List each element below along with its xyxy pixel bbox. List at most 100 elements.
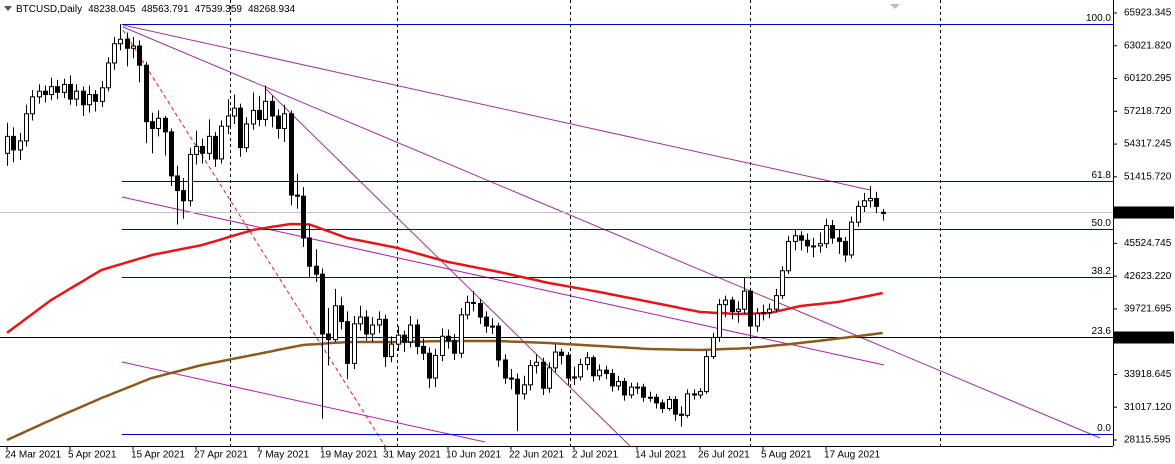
trendline bbox=[121, 361, 486, 443]
candle-body bbox=[402, 334, 407, 343]
candle-body bbox=[459, 314, 464, 354]
candle-body bbox=[679, 413, 684, 416]
candle-body bbox=[862, 200, 867, 207]
candle-body bbox=[761, 312, 766, 315]
header: BTCUSD,Daily 48238.045 48563.791 47539.359 4… bbox=[16, 4, 296, 15]
trendlines bbox=[121, 24, 1101, 447]
x-tick-label: 7 May 2021 bbox=[257, 450, 310, 461]
y-tick-label: 60120.295 bbox=[1124, 73, 1172, 84]
candle-body bbox=[660, 402, 665, 410]
fib-label: 100.0 bbox=[1086, 13, 1111, 24]
x-tick-label: 5 Aug 2021 bbox=[761, 450, 812, 461]
moving-average bbox=[6, 222, 883, 334]
candle-body bbox=[200, 146, 205, 154]
x-tick-label: 31 May 2021 bbox=[383, 450, 441, 461]
candle-body bbox=[685, 393, 690, 416]
candle-body bbox=[830, 225, 835, 239]
candle-body bbox=[837, 237, 842, 242]
candle-body bbox=[144, 64, 149, 123]
candle-body bbox=[780, 270, 785, 297]
current-price-label: 48268.934 bbox=[1124, 207, 1172, 218]
candle-body bbox=[24, 113, 29, 142]
marker-icon bbox=[890, 4, 900, 9]
x-tick-label: 15 Apr 2021 bbox=[131, 450, 185, 461]
vertical-grid bbox=[230, 0, 941, 446]
candle-body bbox=[490, 325, 495, 328]
candle-body bbox=[767, 308, 772, 314]
candle-body bbox=[553, 351, 558, 369]
candle-body bbox=[125, 38, 130, 49]
candle-body bbox=[641, 386, 646, 398]
candle-body bbox=[383, 318, 388, 358]
candle-body bbox=[257, 109, 262, 120]
candle-body bbox=[528, 365, 533, 386]
fib-label: 23.6 bbox=[1092, 326, 1112, 337]
y-tick-label: 28115.595 bbox=[1124, 435, 1171, 446]
candle-body bbox=[301, 195, 306, 239]
candle-body bbox=[131, 45, 136, 49]
candle-body bbox=[81, 90, 86, 106]
candle-body bbox=[452, 340, 457, 354]
candle-body bbox=[654, 396, 659, 404]
candle-body bbox=[276, 115, 281, 129]
candle-body bbox=[585, 357, 590, 366]
candle-body bbox=[408, 324, 413, 343]
y-tick-label: 57218.720 bbox=[1124, 106, 1172, 117]
candle-body bbox=[156, 117, 161, 129]
candle-body bbox=[446, 335, 451, 342]
candle-body bbox=[49, 86, 54, 96]
candle-body bbox=[786, 240, 791, 272]
candle-body bbox=[396, 334, 401, 345]
header-value: 48268.934 bbox=[248, 4, 296, 15]
header-icon bbox=[4, 6, 12, 11]
candle-body bbox=[503, 359, 508, 379]
candle-body bbox=[616, 380, 621, 387]
fib-label: 38.2 bbox=[1092, 266, 1112, 277]
candle-body bbox=[11, 135, 16, 151]
candle-body bbox=[604, 369, 609, 375]
candle-body bbox=[427, 352, 432, 379]
candle-body bbox=[484, 316, 489, 327]
candle-body bbox=[849, 221, 854, 256]
candle-body bbox=[244, 123, 249, 149]
x-tick-label: 27 Apr 2021 bbox=[194, 450, 248, 461]
candle-body bbox=[515, 378, 520, 395]
level-label-box bbox=[1114, 331, 1174, 344]
candle-body bbox=[843, 240, 848, 256]
candle-body bbox=[622, 380, 627, 396]
candle-body bbox=[358, 316, 363, 325]
y-tick-label: 31017.120 bbox=[1124, 402, 1172, 413]
candle-body bbox=[37, 90, 42, 98]
candle-body bbox=[811, 245, 816, 248]
candle-body bbox=[339, 305, 344, 323]
candle-body bbox=[736, 308, 741, 312]
candle-body bbox=[673, 399, 678, 415]
candle-body bbox=[874, 197, 879, 207]
candle-body bbox=[295, 194, 300, 197]
candle-body bbox=[352, 323, 357, 364]
y-tick-label: 63021.820 bbox=[1124, 40, 1172, 51]
candle-body bbox=[106, 62, 111, 89]
candle-body bbox=[389, 343, 394, 358]
level-label: 37193.164 bbox=[1124, 332, 1172, 343]
candle-body bbox=[289, 113, 294, 196]
candle-body bbox=[169, 131, 174, 177]
candle-body bbox=[377, 318, 382, 326]
candle-body bbox=[566, 354, 571, 379]
candle-body bbox=[597, 369, 602, 377]
candle-body bbox=[18, 140, 23, 151]
x-tick-label: 2 Jul 2021 bbox=[572, 450, 619, 461]
candle-body bbox=[635, 386, 640, 389]
candle-body bbox=[232, 107, 237, 117]
candle-body bbox=[698, 391, 703, 396]
y-tick-label: 33918.645 bbox=[1124, 369, 1172, 380]
candle-body bbox=[100, 87, 105, 102]
candle-body bbox=[559, 351, 564, 356]
header-value: 48563.791 bbox=[141, 4, 189, 15]
candle-body bbox=[118, 38, 123, 45]
candle-body bbox=[730, 299, 735, 312]
candle-body bbox=[692, 393, 697, 396]
candle-body bbox=[314, 265, 319, 275]
